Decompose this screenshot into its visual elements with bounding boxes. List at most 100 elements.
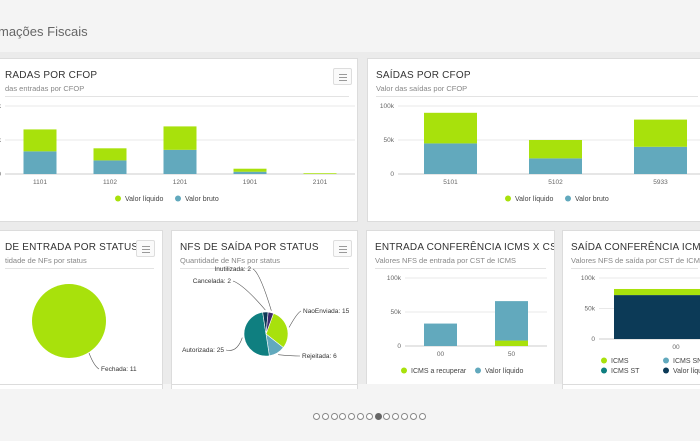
bar <box>614 288 700 296</box>
pager-dot[interactable] <box>365 413 373 420</box>
x-tick-label: 5102 <box>548 179 563 186</box>
card-title: SAÍDA CONFERÊNCIA ICMS X CS <box>571 242 700 253</box>
legend-label: ICMS <box>611 358 629 365</box>
page-header: mações Fiscais <box>0 0 700 52</box>
legend-marker <box>663 367 669 374</box>
pager-dot[interactable] <box>357 413 364 420</box>
pie-leader <box>225 337 243 351</box>
bar <box>495 301 528 341</box>
bar <box>93 148 127 161</box>
pager-dot[interactable] <box>418 413 426 420</box>
legend-marker <box>401 367 407 374</box>
card-entradas-cfop: RADAS POR CFOP das entradas por CFOP k k 0… <box>0 58 358 222</box>
y-tick-label: 0 <box>397 343 401 350</box>
y-tick-label: 0 <box>390 171 394 178</box>
page-title: mações Fiscais <box>0 24 88 39</box>
pager-dot[interactable] <box>321 413 329 420</box>
y-tick-label: 0 <box>0 171 1 178</box>
card-menu-button[interactable] <box>333 240 352 257</box>
card-saidas-cfop: SAÍDAS POR CFOP Valor das saídas por CFO… <box>367 58 700 222</box>
legend-marker <box>601 357 607 364</box>
pie-leader <box>252 268 272 311</box>
card-entrada-icms-cst: ENTRADA CONFERÊNCIA ICMS X CST Valores N… <box>366 230 555 394</box>
bar <box>424 143 477 174</box>
x-tick-label: 1101 <box>33 179 47 186</box>
legend-marker <box>505 195 511 202</box>
bar <box>233 171 267 174</box>
bar <box>634 119 687 147</box>
card-subtitle: tidade de NFs por status <box>5 256 87 265</box>
pie-slice <box>32 284 106 358</box>
x-tick-label: 1102 <box>103 179 117 186</box>
y-tick-label: 50k <box>391 309 402 316</box>
pager-dot[interactable] <box>392 413 400 420</box>
pie-leader <box>88 352 100 370</box>
card-next-row <box>171 384 358 389</box>
pie-label: Fechada: 11 <box>101 366 137 373</box>
pie-leader <box>232 280 266 311</box>
pager-dot[interactable] <box>348 413 356 420</box>
bar <box>233 168 267 172</box>
menu-icon <box>339 74 347 75</box>
x-tick-label: 1201 <box>173 179 188 186</box>
card-subtitle: das entradas por CFOP <box>5 84 85 93</box>
pager-dot[interactable] <box>339 413 347 420</box>
menu-icon <box>339 246 347 247</box>
legend-marker <box>175 195 181 202</box>
x-tick-label: 00 <box>672 344 680 351</box>
y-tick-label: 100k <box>581 275 596 282</box>
x-tick-label: 5101 <box>443 179 458 186</box>
legend-marker <box>601 367 607 374</box>
bar <box>424 323 457 346</box>
card-title: ENTRADA CONFERÊNCIA ICMS X CST <box>375 242 555 253</box>
bar <box>163 149 197 174</box>
y-tick-label: 50k <box>585 306 596 313</box>
pie-slice <box>265 312 289 348</box>
chart-entradas-cfop: k k 0 1101 1102 1201 1901 2101 Valor líquido Valo… <box>0 103 355 203</box>
x-tick-label: 2101 <box>313 179 328 186</box>
pager-dot[interactable] <box>383 413 391 420</box>
legend-label: ICMS SN <box>673 358 700 365</box>
y-tick-label: k <box>0 103 2 110</box>
pie-label: Cancelada: 2 <box>193 278 232 285</box>
card-menu-button[interactable] <box>333 68 352 85</box>
x-tick-label: 50 <box>508 351 516 358</box>
bar <box>614 295 700 339</box>
bar <box>424 112 477 144</box>
x-tick-label: 1901 <box>243 179 258 186</box>
bar <box>23 151 57 174</box>
pager-dot[interactable] <box>313 413 320 420</box>
pager-dot[interactable] <box>401 413 408 420</box>
legend-label: ICMS ST <box>611 368 640 375</box>
bar <box>93 160 127 174</box>
legend-marker <box>115 195 121 202</box>
x-tick-label: 5933 <box>653 179 668 186</box>
card-subtitle: Valores NFS de entrada por CST de ICMS <box>375 256 517 265</box>
pager-dot[interactable] <box>374 413 382 420</box>
chart-nf-entrada-status: Fechada: 11 <box>32 284 137 373</box>
card-saida-icms-cst: SAÍDA CONFERÊNCIA ICMS X CS Valores NFS … <box>562 230 700 394</box>
pie-leader <box>278 354 301 357</box>
legend-marker <box>565 195 571 202</box>
legend-label: Valor líquido <box>485 368 524 375</box>
pager-dot[interactable] <box>330 413 338 420</box>
bar <box>634 146 687 174</box>
pie-slice <box>265 311 274 335</box>
menu-icon <box>142 246 150 247</box>
pie-label: Inutilizada: 2 <box>215 266 252 273</box>
card-nf-entrada-status: DE ENTRADA POR STATUS tidade de NFs por … <box>0 230 163 394</box>
chart-nf-saida-status: NaoEnviada: 15 Rejeitada: 6 Autorizada: 25… <box>182 266 350 360</box>
y-tick-label: 100k <box>387 275 402 282</box>
bar <box>303 173 337 174</box>
pie-label: NaoEnviada: 15 <box>303 308 350 315</box>
legend-label: Valor líquido <box>125 196 164 203</box>
card-nf-saida-status: NFS DE SAÍDA POR STATUS Quantidade de NF… <box>171 230 358 394</box>
card-menu-button[interactable] <box>136 240 155 257</box>
bar <box>163 126 197 150</box>
pie-slice <box>243 311 270 357</box>
pager-dot[interactable] <box>409 413 417 420</box>
card-title: NFS DE SAÍDA POR STATUS <box>180 242 319 253</box>
pie-label: Autorizada: 25 <box>182 347 224 354</box>
